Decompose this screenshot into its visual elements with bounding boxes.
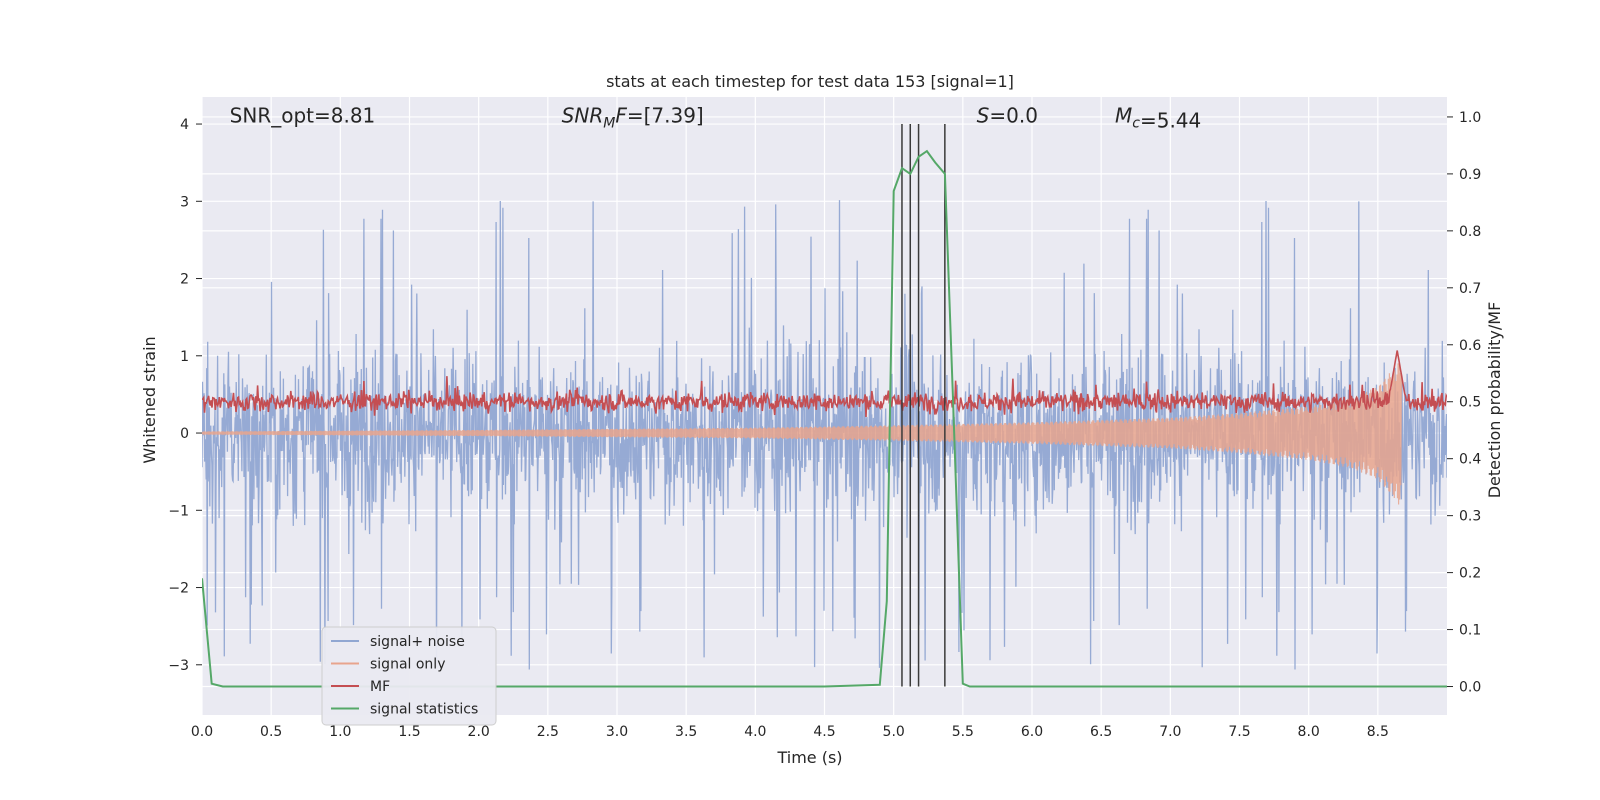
noise-line <box>202 200 1447 670</box>
legend-box <box>321 626 497 726</box>
series-signal-only <box>202 362 1402 505</box>
x-tick-label: 7.0 <box>1159 724 1181 740</box>
x-tick-label: 2.0 <box>468 724 490 740</box>
vertical-markers <box>901 124 946 687</box>
signal-only-line <box>202 362 1402 505</box>
x-tick-label: 7.5 <box>1228 724 1250 740</box>
y2-axis-label: Detection probability/MF <box>1485 302 1504 499</box>
series-signal-noise <box>202 200 1447 670</box>
y-axis-ticks: −3 −2 −1 0 1 2 3 4 <box>168 117 202 674</box>
y-tick-label: −3 <box>168 658 189 674</box>
x-tick-label: 1.0 <box>329 724 351 740</box>
legend-label: MF <box>370 679 390 695</box>
x-tick-label: 1.5 <box>398 724 420 740</box>
y2-tick-label: 0.5 <box>1459 395 1481 411</box>
x-tick-label: 4.5 <box>813 724 835 740</box>
y2-tick-label: 0.6 <box>1459 338 1481 354</box>
y-tick-label: −1 <box>168 503 189 519</box>
x-tick-label: 8.5 <box>1367 724 1389 740</box>
series-mf <box>202 350 1447 418</box>
y2-tick-label: 0.4 <box>1459 452 1481 468</box>
y2-tick-label: 0.1 <box>1459 623 1481 639</box>
y2-tick-label: 0.0 <box>1459 680 1481 696</box>
x-tick-label: 0.5 <box>260 724 282 740</box>
y2-tick-label: 0.2 <box>1459 566 1481 582</box>
x-tick-label: 4.0 <box>744 724 766 740</box>
annotation-text: S=0.0 <box>977 103 1038 127</box>
y2-tick-label: 0.7 <box>1459 281 1481 297</box>
x-tick-label: 5.5 <box>952 724 974 740</box>
y-tick-label: 0 <box>180 426 189 442</box>
x-tick-label: 0.0 <box>191 724 213 740</box>
annotation-text: SNR_opt=8.81 <box>230 103 376 127</box>
y2-tick-label: 1.0 <box>1459 110 1481 126</box>
legend-label: signal statistics <box>370 702 478 718</box>
y-tick-label: 3 <box>180 194 189 210</box>
y2-axis-ticks: 0.0 0.1 0.2 0.3 0.4 0.5 0.6 0.7 0.8 0.9 1.0 <box>1447 110 1481 696</box>
mf-line <box>202 350 1447 418</box>
x-tick-label: 5.0 <box>883 724 905 740</box>
x-tick-label: 6.0 <box>1021 724 1043 740</box>
y-tick-label: −2 <box>168 581 189 597</box>
annotation-text: Mc=5.44 <box>1115 103 1201 132</box>
y-axis-label: Whitened strain <box>140 336 159 463</box>
legend-label: signal only <box>370 657 445 673</box>
legend: signal+ noise signal only MF signal statist… <box>321 626 497 726</box>
legend-label: signal+ noise <box>370 634 465 650</box>
x-tick-label: 8.0 <box>1298 724 1320 740</box>
y-tick-label: 4 <box>180 117 189 133</box>
y2-tick-label: 0.8 <box>1459 224 1481 240</box>
y2-tick-label: 0.3 <box>1459 509 1481 525</box>
chart-title: stats at each timestep for test data 153… <box>606 72 1014 91</box>
annotations: SNR_opt=8.81 SNRMF=[7.39] S=0.0 Mc=5.44 <box>230 103 1202 132</box>
y-tick-label: 2 <box>180 272 189 288</box>
x-tick-label: 3.5 <box>675 724 697 740</box>
x-tick-label: 2.5 <box>537 724 559 740</box>
x-axis-ticks: 0.0 0.5 1.0 1.5 2.0 2.5 3.0 3.5 4.0 4.5 5.0 5.5 6.0 6… <box>191 724 1389 740</box>
x-axis-label: Time (s) <box>776 748 842 767</box>
y2-tick-label: 0.9 <box>1459 167 1481 183</box>
annotation-text: SNRMF=[7.39] <box>562 103 704 131</box>
x-tick-label: 3.0 <box>606 724 628 740</box>
y-tick-label: 1 <box>180 349 189 365</box>
x-tick-label: 6.5 <box>1090 724 1112 740</box>
